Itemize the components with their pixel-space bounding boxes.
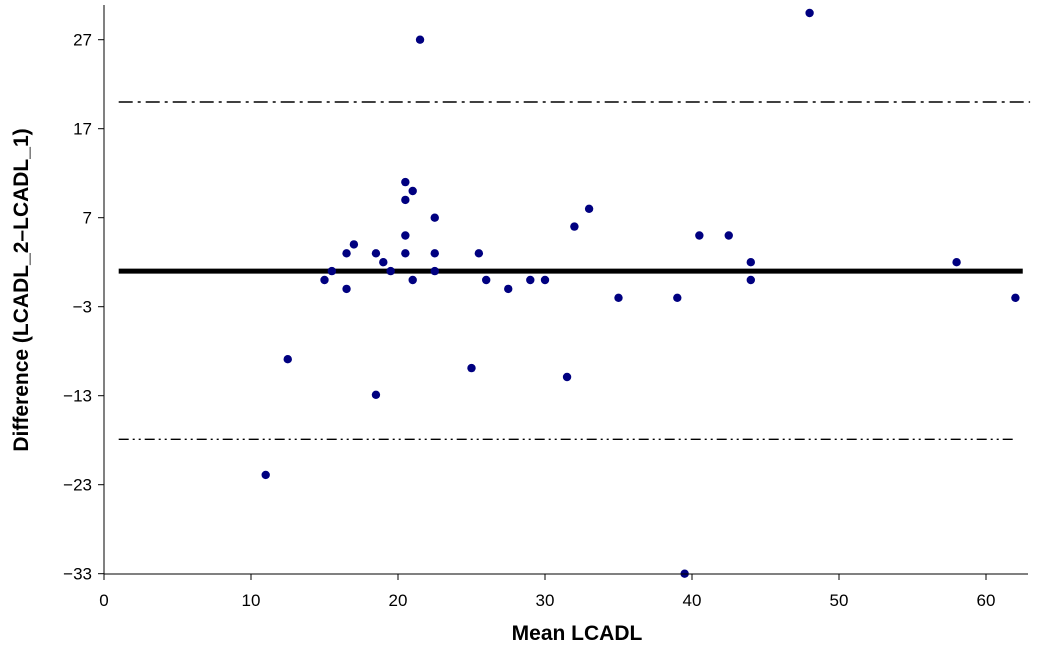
data-point bbox=[401, 177, 410, 187]
data-point bbox=[430, 213, 439, 222]
data-point bbox=[467, 363, 476, 373]
data-points bbox=[261, 8, 1020, 578]
data-point bbox=[952, 258, 961, 267]
data-point bbox=[474, 249, 484, 258]
data-point bbox=[614, 293, 623, 302]
y-tick-label: 17 bbox=[73, 120, 92, 139]
x-axis-ticks: 0 10 20 30 40 50 60 bbox=[99, 574, 995, 610]
data-point bbox=[482, 275, 491, 285]
x-tick-label: 40 bbox=[683, 591, 702, 610]
data-point bbox=[401, 231, 410, 240]
data-point bbox=[1011, 293, 1020, 302]
data-point bbox=[342, 249, 351, 258]
data-point bbox=[570, 222, 579, 231]
data-point bbox=[342, 284, 351, 294]
y-axis-title: Difference (LCADL_2–LCADL_1) bbox=[10, 128, 33, 451]
data-point bbox=[261, 470, 270, 480]
y-tick-label: 7 bbox=[83, 209, 92, 228]
data-point bbox=[540, 275, 550, 285]
y-tick-label: −23 bbox=[63, 476, 92, 495]
data-point bbox=[327, 266, 337, 276]
y-tick-label: −13 bbox=[63, 387, 92, 406]
data-point bbox=[371, 249, 381, 258]
data-point bbox=[584, 204, 594, 213]
y-tick-label: −3 bbox=[73, 298, 92, 317]
data-point bbox=[805, 8, 814, 18]
data-point bbox=[349, 240, 359, 249]
data-point bbox=[371, 390, 381, 400]
data-point bbox=[386, 266, 395, 276]
x-axis-title: Mean LCADL bbox=[512, 622, 643, 645]
y-tick-label: −33 bbox=[63, 565, 92, 584]
y-axis-ticks: −33 −23 −13 −3 7 17 27 bbox=[63, 31, 104, 584]
data-point bbox=[724, 231, 733, 240]
data-point bbox=[415, 35, 425, 44]
x-tick-label: 10 bbox=[242, 591, 261, 610]
x-tick-label: 20 bbox=[389, 591, 408, 610]
data-point bbox=[673, 293, 682, 302]
data-point bbox=[430, 249, 439, 258]
data-point bbox=[746, 275, 755, 285]
data-point bbox=[504, 284, 513, 294]
axes bbox=[103, 5, 1028, 575]
reference-lines bbox=[118, 101, 1031, 441]
x-tick-label: 60 bbox=[977, 591, 996, 610]
x-tick-label: 50 bbox=[830, 591, 849, 610]
x-tick-label: 0 bbox=[99, 591, 108, 610]
data-point bbox=[320, 275, 329, 285]
data-point bbox=[695, 231, 704, 240]
data-point bbox=[526, 275, 535, 285]
x-tick-label: 30 bbox=[536, 591, 555, 610]
data-point bbox=[408, 186, 417, 196]
data-point bbox=[379, 258, 388, 267]
data-point bbox=[401, 195, 410, 205]
data-point bbox=[408, 275, 417, 285]
data-point bbox=[401, 249, 410, 258]
y-tick-label: 27 bbox=[73, 31, 92, 50]
data-point bbox=[746, 258, 755, 267]
data-point bbox=[283, 355, 292, 364]
data-point bbox=[562, 372, 572, 382]
data-point bbox=[430, 266, 439, 276]
